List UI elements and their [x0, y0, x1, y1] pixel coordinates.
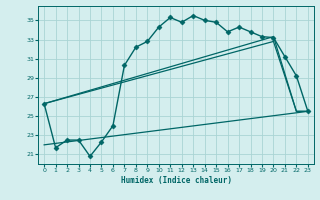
X-axis label: Humidex (Indice chaleur): Humidex (Indice chaleur): [121, 176, 231, 185]
